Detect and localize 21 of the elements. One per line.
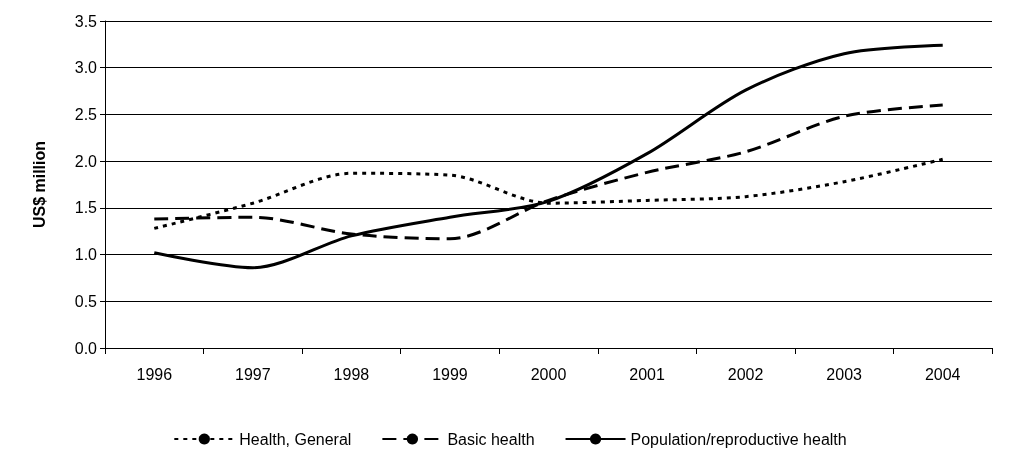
x-tick-label: 2001 — [629, 365, 665, 383]
y-tick-label: 3.0 — [74, 59, 98, 77]
y-tick-label: 0.5 — [74, 292, 98, 310]
y-axis-title: US$ million — [30, 140, 48, 229]
x-tick-label: 1997 — [235, 365, 271, 383]
x-tick-label: 2002 — [727, 365, 764, 383]
y-tick-label: 3.5 — [74, 12, 98, 30]
x-tick-label: 1999 — [432, 365, 468, 383]
y-tick-label: 2.5 — [74, 105, 98, 123]
y-tick-label: 2.0 — [74, 152, 98, 170]
x-tick-label: 1996 — [136, 365, 173, 383]
legend-label: Health, General — [239, 430, 352, 448]
y-tick-label: 1.5 — [74, 199, 98, 217]
x-tick-label: 1998 — [333, 365, 370, 383]
y-tick-label: 0.0 — [74, 339, 98, 357]
legend-label: Population/reproductive health — [630, 430, 847, 448]
x-tick-label: 2004 — [924, 365, 961, 383]
legend-label: Basic health — [447, 430, 535, 448]
x-tick-label: 2000 — [530, 365, 567, 383]
x-tick-label: 2003 — [826, 365, 863, 383]
y-tick-label: 1.0 — [74, 246, 98, 264]
